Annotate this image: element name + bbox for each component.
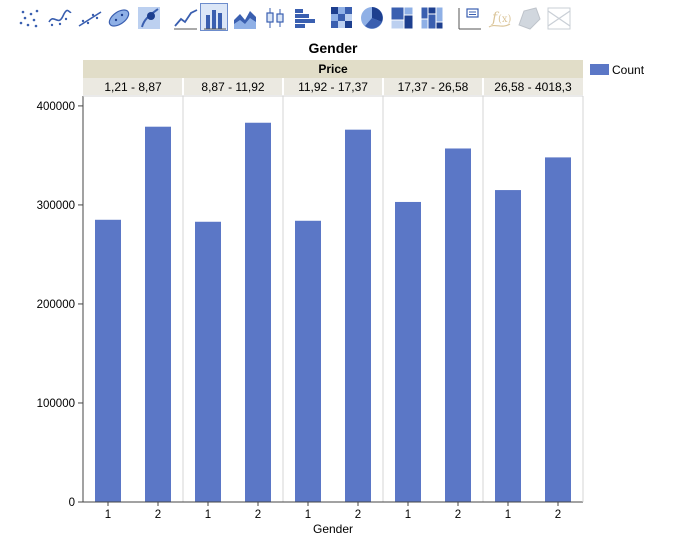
histogram-icon — [295, 9, 315, 28]
y-tick-label: 0 — [69, 497, 75, 509]
bar — [545, 157, 571, 502]
x-tick-label: 2 — [355, 509, 361, 521]
bar — [145, 126, 171, 502]
legend-label: Count — [612, 63, 645, 77]
svg-text:f: f — [491, 10, 500, 26]
map-shapes-icon — [518, 7, 541, 30]
group-level-label: 8,87 - 11,92 — [201, 80, 264, 94]
box-plot-icon — [266, 8, 284, 28]
smoother-button[interactable] — [44, 3, 72, 31]
bar — [445, 148, 471, 503]
x-tick-label: 2 — [555, 509, 561, 521]
bar — [195, 221, 221, 502]
group-level-label: 11,92 - 17,37 — [298, 80, 368, 94]
legend-swatch — [590, 64, 609, 75]
mosaic-button[interactable] — [417, 3, 445, 31]
caption-box-button[interactable] — [454, 3, 482, 31]
points-icon — [19, 9, 39, 28]
line-chart-icon — [174, 9, 198, 30]
bar — [395, 201, 421, 502]
x-tick-label: 1 — [105, 509, 111, 521]
heatmap-button[interactable] — [327, 3, 355, 31]
group-title: Price — [318, 62, 348, 76]
smoother-icon — [48, 9, 72, 27]
y-tick-label: 200000 — [37, 299, 75, 311]
parallel-icon — [547, 7, 571, 30]
contour-button[interactable] — [134, 3, 162, 31]
formula-icon: f (x) — [488, 10, 512, 28]
line-of-fit-icon — [78, 11, 102, 27]
group-level-label: 1,21 - 8,87 — [104, 80, 162, 94]
bar — [245, 122, 271, 503]
x-axis-title: Gender — [313, 522, 353, 536]
area-chart-button[interactable] — [230, 3, 258, 31]
map-shapes-button — [514, 3, 542, 31]
line-chart-button[interactable] — [170, 3, 198, 31]
ellipse-button[interactable] — [104, 3, 132, 31]
pie-chart-icon — [361, 7, 383, 29]
x-tick-label: 2 — [455, 509, 461, 521]
x-tick-label: 2 — [155, 509, 161, 521]
y-tick-label: 100000 — [37, 398, 75, 410]
y-tick-label: 400000 — [37, 101, 75, 113]
bar — [495, 190, 521, 502]
formula-button: f (x) — [484, 3, 512, 31]
x-tick-label: 1 — [205, 509, 211, 521]
x-tick-label: 1 — [305, 509, 311, 521]
parallel-button — [544, 3, 572, 31]
area-chart-icon — [234, 11, 256, 29]
points-button[interactable] — [14, 3, 42, 31]
x-tick-label: 1 — [505, 509, 511, 521]
bar-chart-button[interactable] — [200, 3, 228, 31]
caption-box-icon — [458, 8, 481, 30]
treemap-icon — [390, 6, 414, 30]
ellipse-icon — [108, 9, 130, 27]
y-tick-label: 300000 — [37, 200, 75, 212]
bar — [295, 220, 321, 502]
heatmap-icon — [331, 7, 352, 28]
group-header-band — [83, 60, 583, 78]
mosaic-icon — [420, 6, 444, 30]
bar — [345, 129, 371, 503]
treemap-button[interactable] — [387, 3, 415, 31]
group-level-band — [83, 78, 583, 95]
box-plot-button[interactable] — [260, 3, 288, 31]
x-tick-label: 2 — [255, 509, 261, 521]
x-tick-label: 1 — [405, 509, 411, 521]
graph-toolbar: f (x) — [14, 3, 574, 33]
line-of-fit-button[interactable] — [74, 3, 102, 31]
group-level-label: 17,37 - 26,58 — [398, 80, 469, 94]
bar — [95, 219, 121, 502]
contour-icon — [138, 7, 160, 29]
chart-title: Gender — [308, 40, 358, 56]
pie-chart-button[interactable] — [357, 3, 385, 31]
group-level-label: 26,58 - 4018,3 — [494, 80, 572, 94]
histogram-button[interactable] — [290, 3, 318, 31]
svg-text:(x): (x) — [498, 14, 512, 25]
bar-chart-icon — [204, 10, 226, 30]
